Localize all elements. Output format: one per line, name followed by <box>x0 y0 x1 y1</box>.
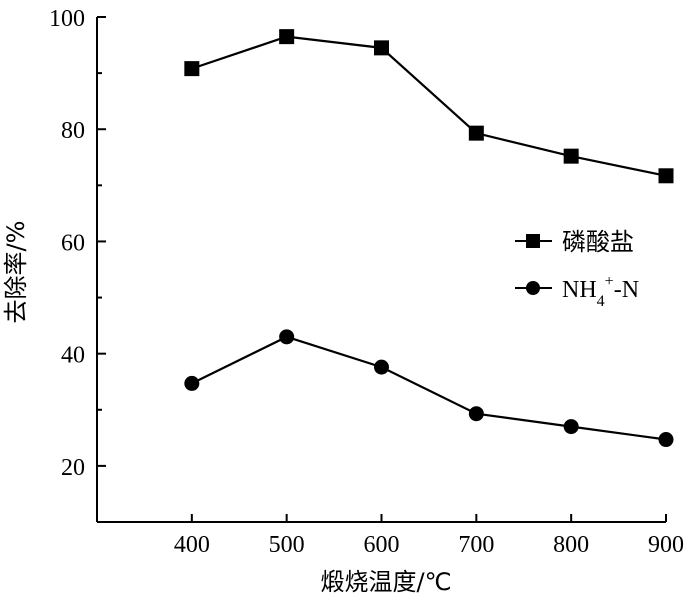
x-tick-label: 600 <box>364 532 400 558</box>
series-line-2 <box>191 335 667 441</box>
legend-label-ammonium-sub: 4 <box>597 293 605 310</box>
legend-label-ammonium-main: NH <box>562 277 597 303</box>
series-2-point <box>563 419 579 435</box>
series-2-point <box>279 329 295 345</box>
series-1-point <box>563 148 579 164</box>
x-tick-label: 800 <box>553 532 589 558</box>
series-line-1 <box>191 35 667 177</box>
y-tick-label: 40 <box>61 343 85 369</box>
y-tick-label: 100 <box>49 6 85 32</box>
x-axis-title: 煅烧温度/℃ <box>320 568 451 596</box>
y-tick-label: 80 <box>61 118 85 144</box>
series-2-point <box>658 432 674 448</box>
x-tick-label: 700 <box>458 532 494 558</box>
series-1-point <box>184 61 200 77</box>
x-tick-label: 400 <box>174 532 210 558</box>
x-tick-label: 900 <box>648 532 684 558</box>
legend-label-ammonium-sup: + <box>605 273 614 290</box>
legend-label-ammonium-tail: -N <box>614 277 639 303</box>
series-1-point <box>374 40 389 56</box>
series-2-point <box>468 406 484 422</box>
series-layer <box>184 29 674 448</box>
y-tick-label: 60 <box>61 230 85 256</box>
series-1-point <box>468 125 484 141</box>
x-tick-label: 500 <box>269 532 305 558</box>
legend-label-ammonium: NH4+-N <box>562 273 639 310</box>
series-1-point <box>279 29 295 45</box>
legend-marker-ammonium <box>526 281 540 295</box>
legend-marker-phosphate <box>526 234 540 248</box>
legend: 磷酸盐 NH4+-N <box>515 228 639 310</box>
legend-label-phosphate: 磷酸盐 <box>562 228 634 256</box>
y-tick-label: 20 <box>61 455 85 481</box>
axes: 400 500 600 700 800 900 20 40 60 80 100 <box>49 6 684 558</box>
series-2-point <box>374 359 389 375</box>
series-1-point <box>658 168 674 184</box>
series-2-point <box>184 375 200 391</box>
y-axis-title: 去除率/% <box>2 221 30 324</box>
